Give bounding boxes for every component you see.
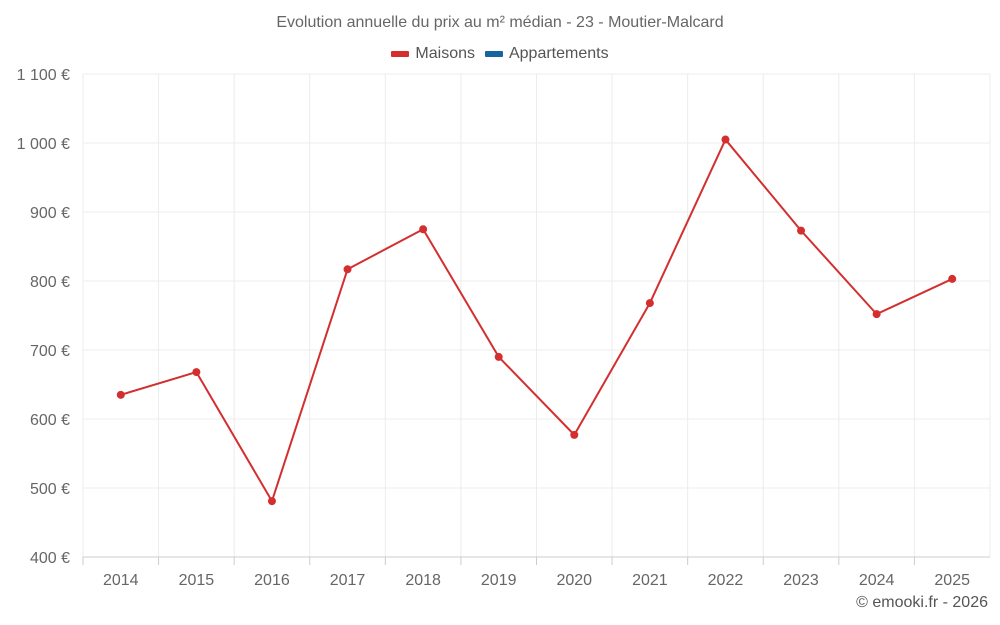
y-tick-label: 900 €: [30, 205, 70, 222]
data-point[interactable]: [948, 274, 957, 283]
data-point[interactable]: [343, 265, 352, 274]
legend-swatch-maisons: [391, 51, 410, 57]
x-tick-label: 2021: [632, 572, 668, 589]
data-point[interactable]: [721, 135, 730, 144]
y-tick-label: 500 €: [30, 481, 70, 498]
data-point[interactable]: [645, 299, 654, 308]
data-point[interactable]: [267, 497, 276, 506]
legend: Maisons Appartements: [0, 45, 1000, 63]
series-line-maisons: [120, 138, 953, 503]
x-axis-ticks: 2014 2015 2016 2017 2018 2019 2020 2021 2022 2023…: [82, 557, 970, 589]
data-point[interactable]: [494, 352, 503, 361]
data-point[interactable]: [570, 430, 579, 439]
y-tick-label: 1 100 €: [17, 67, 70, 84]
data-point[interactable]: [192, 368, 201, 377]
x-tick-label: 2025: [934, 572, 970, 589]
legend-swatch-appartements: [484, 51, 503, 57]
legend-item-appartements[interactable]: Appartements: [484, 45, 609, 63]
data-point[interactable]: [419, 225, 428, 234]
series-layer: [116, 135, 957, 506]
y-tick-label: 700 €: [30, 343, 70, 360]
x-tick-label: 2024: [859, 572, 895, 589]
x-tick-label: 2016: [254, 572, 290, 589]
y-tick-label: 800 €: [30, 274, 70, 291]
x-tick-label: 2018: [405, 572, 441, 589]
x-tick-label: 2017: [330, 572, 366, 589]
x-tick-label: 2014: [103, 572, 139, 589]
x-tick-label: 2020: [556, 572, 592, 589]
x-tick-label: 2019: [481, 572, 517, 589]
chart-title: Evolution annuelle du prix au m² médian …: [276, 14, 724, 31]
grid-lines: [82, 73, 991, 558]
legend-item-maisons[interactable]: Maisons: [391, 45, 475, 63]
x-tick-label: 2015: [179, 572, 215, 589]
y-tick-label: 400 €: [30, 550, 70, 567]
credit-text: © emooki.fr - 2026: [856, 594, 988, 611]
y-tick-label: 600 €: [30, 412, 70, 429]
legend-label-maisons: Maisons: [415, 45, 475, 62]
x-tick-label: 2022: [708, 572, 744, 589]
y-axis-ticks: 400 € 500 € 600 € 700 € 800 € 900 € 1 000 € 1 1…: [17, 67, 70, 567]
legend-label-appartements: Appartements: [508, 45, 609, 62]
x-tick-label: 2023: [783, 572, 819, 589]
data-point[interactable]: [116, 390, 125, 399]
data-point[interactable]: [872, 310, 881, 319]
y-tick-label: 1 000 €: [17, 136, 70, 153]
data-point[interactable]: [797, 226, 806, 235]
